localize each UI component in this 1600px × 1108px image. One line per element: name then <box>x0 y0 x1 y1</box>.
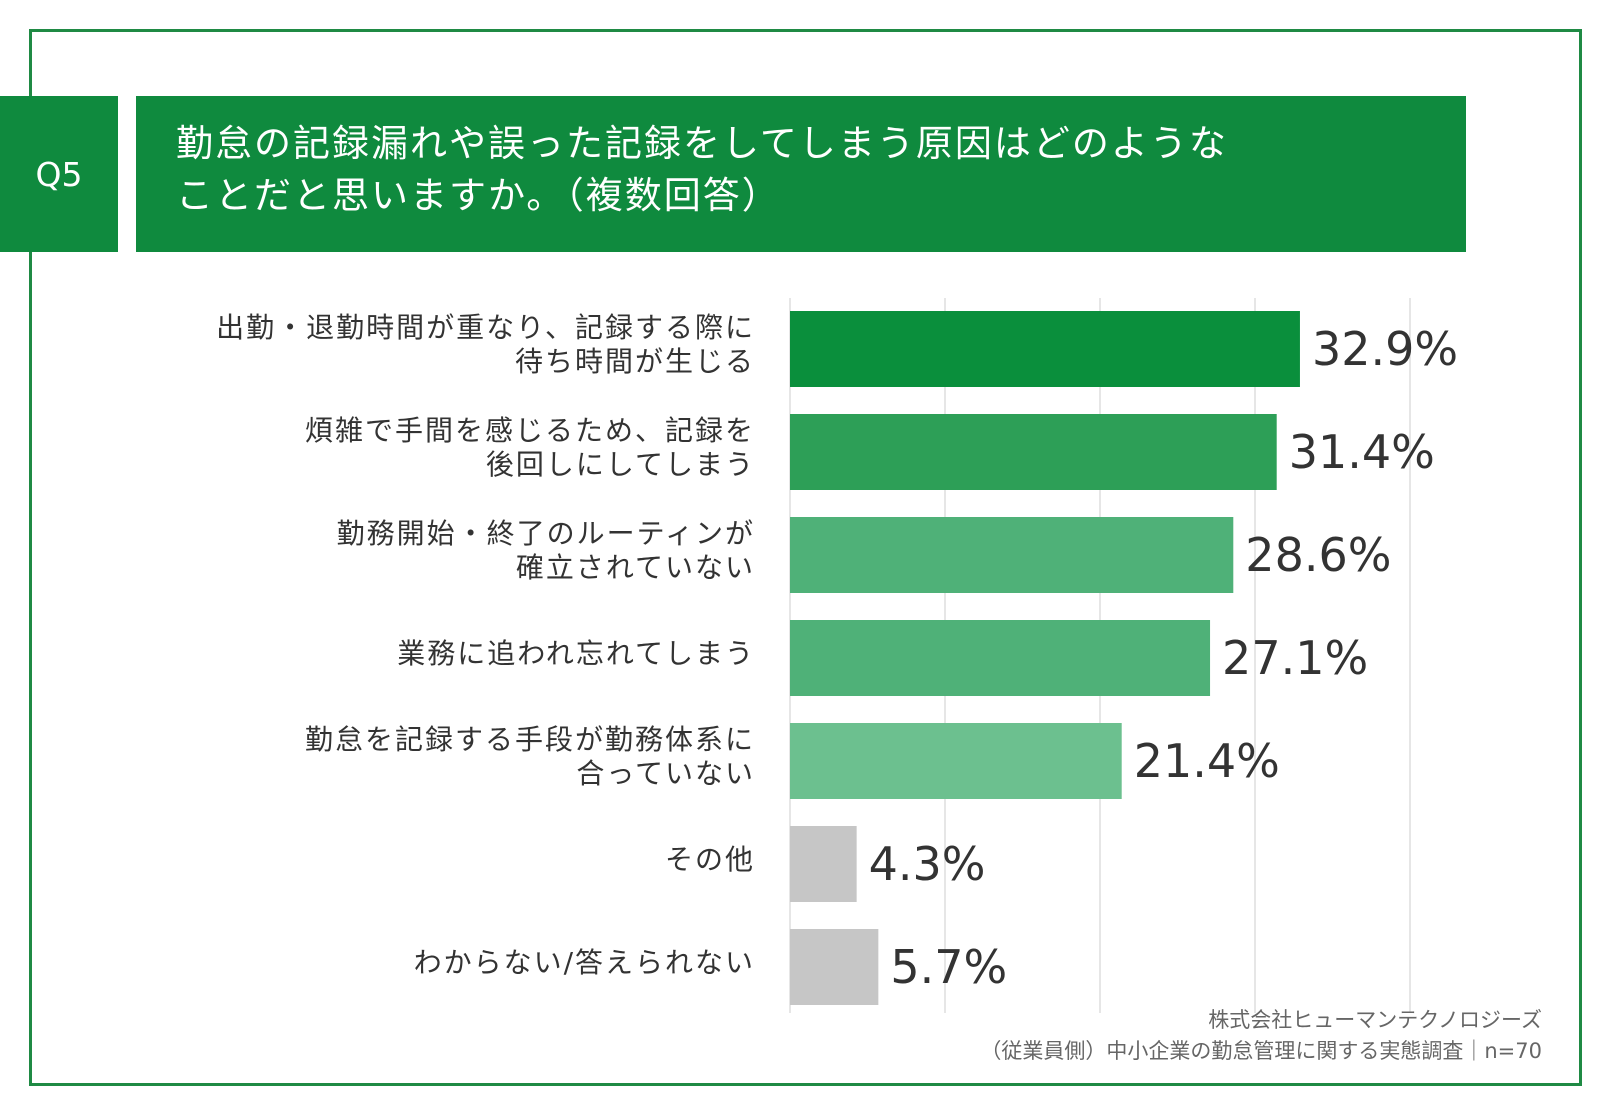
category-label-1-line-1: 出勤・退勤時間が重なり、記録する際に <box>216 311 755 344</box>
category-label-5-line-1: 勤怠を記録する手段が勤務体系に <box>304 723 755 756</box>
source-note: 株式会社ヒューマンテクノロジーズ （従業員側）中小企業の勤怠管理に関する実態調査… <box>980 1005 1542 1067</box>
category-label-3-line-2: 確立されていない <box>515 551 755 584</box>
bar-5 <box>790 723 1122 799</box>
value-label-3: 28.6% <box>1245 528 1391 582</box>
category-label-7: わからない/答えられない <box>135 946 755 980</box>
category-label-1-line-2: 待ち時間が生じる <box>514 345 755 378</box>
category-label-5: 勤怠を記録する手段が勤務体系に 合っていない <box>135 723 755 791</box>
category-label-3: 勤務開始・終了のルーティンが 確立されていない <box>135 517 755 585</box>
category-label-2-line-1: 煩雑で手間を感じるため、記録を <box>304 414 755 447</box>
value-label-1: 32.9% <box>1312 322 1458 376</box>
category-label-2: 煩雑で手間を感じるため、記録を 後回しにしてしまう <box>135 414 755 482</box>
bar-6 <box>790 826 857 902</box>
category-label-4-line-1: 業務に追われ忘れてしまう <box>397 637 755 670</box>
category-label-6-line-1: その他 <box>664 843 755 876</box>
source-line-2: （従業員側）中小企業の勤怠管理に関する実態調査｜n=70 <box>980 1039 1542 1063</box>
category-label-3-line-1: 勤務開始・終了のルーティンが <box>336 517 755 550</box>
category-label-6: その他 <box>135 843 755 877</box>
bar-4 <box>790 620 1211 696</box>
question-number-badge: Q5 <box>0 96 118 252</box>
question-number: Q5 <box>35 154 83 194</box>
category-label-7-line-1: わからない/答えられない <box>413 946 755 979</box>
bar-2 <box>790 414 1277 490</box>
question-title-line-1: 勤怠の記録漏れや誤った記録をしてしまう原因はどのような <box>176 122 1228 165</box>
bar-1 <box>790 311 1300 387</box>
bar-3 <box>790 517 1234 593</box>
category-label-4: 業務に追われ忘れてしまう <box>135 637 755 671</box>
category-label-2-line-2: 後回しにしてしまう <box>485 448 755 481</box>
value-label-6: 4.3% <box>869 837 986 891</box>
category-label-5-line-2: 合っていない <box>576 757 755 790</box>
value-label-4: 27.1% <box>1222 631 1368 685</box>
value-label-2: 31.4% <box>1289 425 1435 479</box>
question-header: 勤怠の記録漏れや誤った記録をしてしまう原因はどのような ことだと思いますか。（複… <box>136 96 1466 252</box>
source-line-1: 株式会社ヒューマンテクノロジーズ <box>1208 1008 1542 1032</box>
value-label-7: 5.7% <box>890 940 1007 994</box>
bar-7 <box>790 929 879 1005</box>
question-title-line-2: ことだと思いますか。（複数回答） <box>176 174 781 217</box>
category-label-1: 出勤・退勤時間が重なり、記録する際に 待ち時間が生じる <box>135 311 755 379</box>
value-label-5: 21.4% <box>1134 734 1280 788</box>
